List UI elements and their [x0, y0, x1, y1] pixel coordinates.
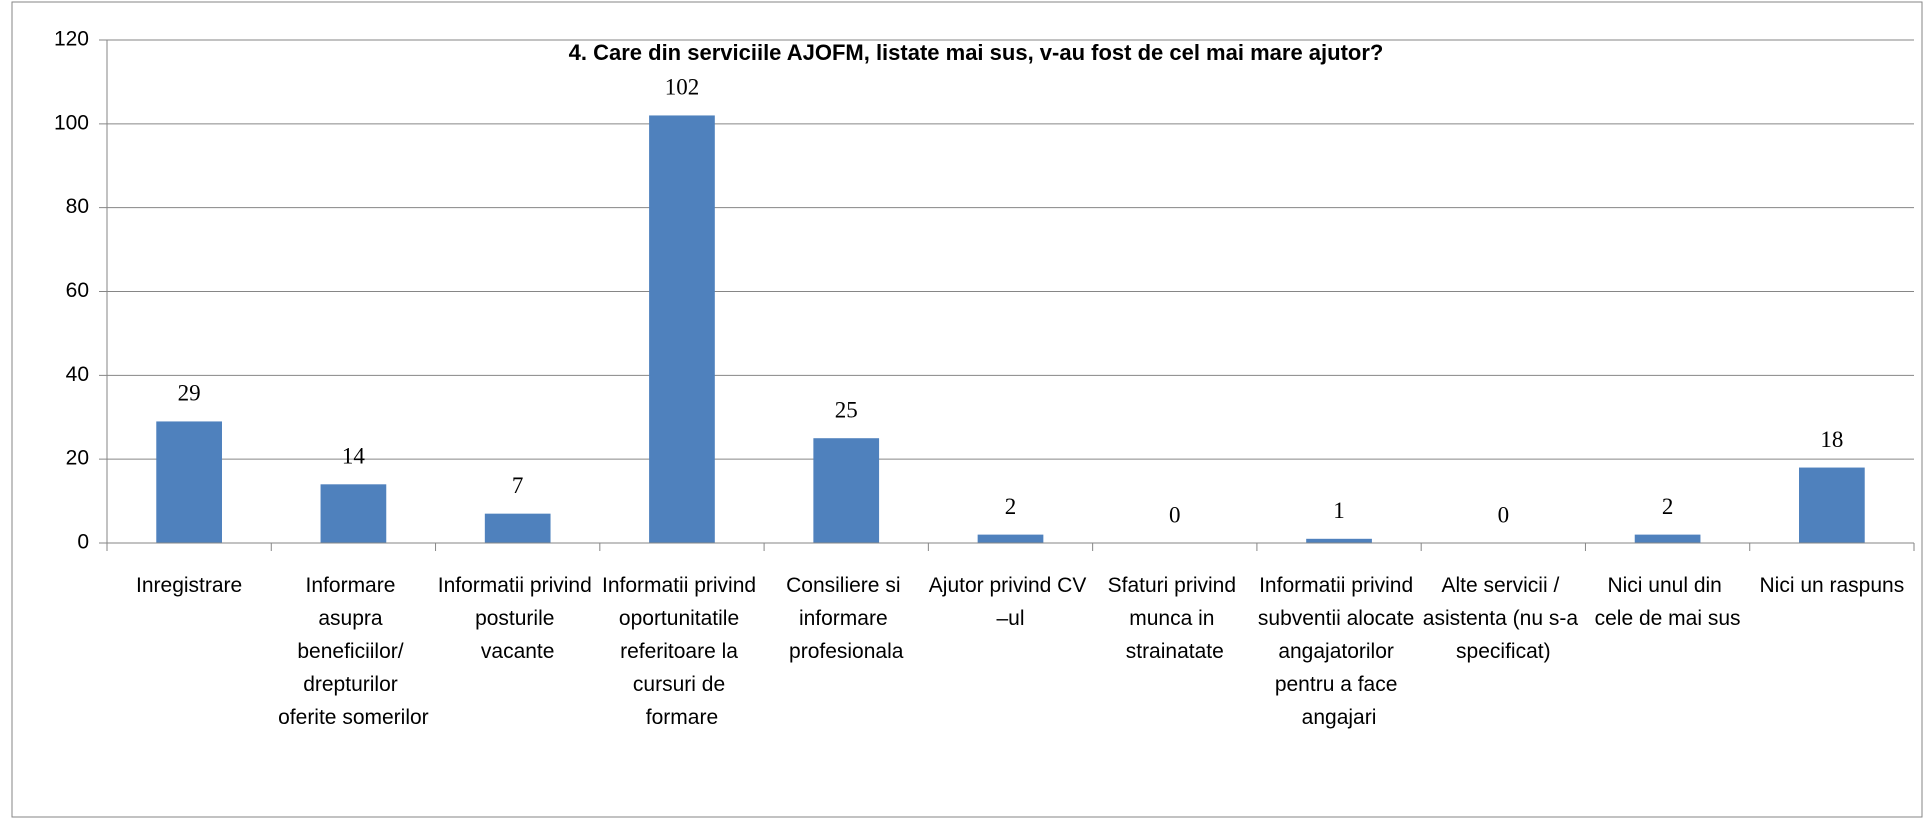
bar	[1634, 534, 1701, 543]
data-label: 25	[835, 397, 858, 422]
bar	[484, 513, 551, 543]
x-tick-label: Ajutor privind CV –ul	[929, 574, 1092, 630]
y-tick-label: 100	[54, 111, 89, 134]
bar	[320, 484, 387, 543]
x-tick-label: Informatii privind oportunitatile referi…	[602, 574, 762, 729]
data-label: 2	[1662, 494, 1674, 519]
data-label: 2	[1005, 494, 1017, 519]
bar	[1306, 538, 1372, 543]
x-tick-label: Alte servicii / asistenta (nu s-a specif…	[1423, 574, 1584, 663]
y-tick-label: 120	[54, 28, 89, 51]
data-label: 0	[1498, 502, 1510, 527]
data-label: 1	[1333, 498, 1345, 523]
data-label: 7	[512, 473, 524, 498]
y-tick-label: 40	[66, 363, 89, 386]
data-label: 0	[1169, 502, 1181, 527]
data-label: 102	[665, 75, 700, 100]
y-tick-label: 80	[66, 195, 89, 218]
x-tick-label: Inregistrare	[136, 574, 242, 597]
y-tick-label: 0	[77, 531, 89, 554]
y-tick-label: 60	[66, 279, 89, 302]
x-tick-label: Sfaturi privind munca in strainatate	[1108, 574, 1242, 663]
data-label: 18	[1820, 427, 1843, 452]
x-tick-label: Consiliere si informare profesionala	[786, 574, 906, 663]
bar	[156, 421, 222, 543]
bar	[977, 534, 1044, 543]
data-label: 14	[342, 444, 366, 469]
x-tick-label: Informare asupra beneficiilor/ drepturil…	[278, 574, 429, 729]
x-tick-label: Informatii privind subventii alocate ang…	[1258, 574, 1420, 729]
y-tick-label: 20	[66, 447, 89, 470]
bar	[649, 115, 715, 543]
bar	[813, 438, 880, 543]
chart-border	[11, 1, 1923, 818]
x-tick-label: Nici un raspuns	[1759, 574, 1904, 597]
data-label: 29	[178, 381, 201, 406]
x-tick-label: Nici unul din cele de mai sus	[1595, 574, 1741, 630]
chart-title: 4. Care din serviciile AJOFM, listate ma…	[569, 40, 1384, 65]
bar	[1799, 467, 1865, 543]
x-tick-label: Informatii privind posturile vacante	[438, 574, 598, 663]
